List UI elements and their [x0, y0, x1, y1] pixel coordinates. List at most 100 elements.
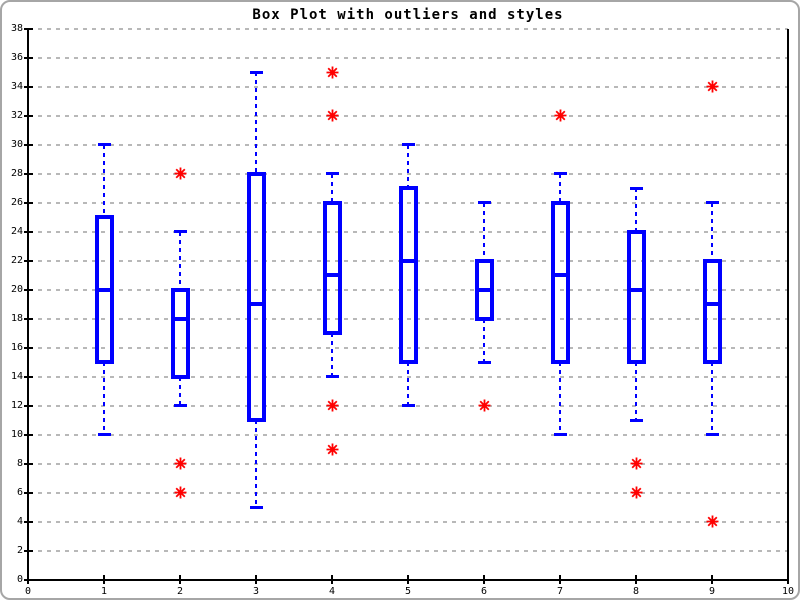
whisker-lower — [559, 362, 561, 435]
y-gridline — [29, 85, 788, 88]
box-iqr — [626, 229, 646, 365]
y-gridline — [29, 549, 788, 552]
whisker-cap-lower — [401, 404, 415, 408]
whisker-upper — [635, 188, 637, 232]
y-gridline — [29, 114, 788, 117]
x-axis-tick-label: 7 — [556, 585, 564, 597]
whisker-upper — [407, 144, 409, 189]
whisker-lower — [711, 362, 713, 435]
median-line — [702, 302, 722, 307]
x-axis-tick-label: 9 — [708, 585, 716, 597]
median-line — [626, 287, 646, 292]
outlier-star-icon — [706, 80, 719, 93]
outlier-star-icon — [478, 399, 491, 412]
y-gridline — [29, 317, 788, 320]
whisker-lower — [483, 318, 485, 363]
x-axis-tick-label: 6 — [480, 585, 488, 597]
outlier-star-icon — [630, 457, 643, 470]
x-axis-tick-label: 10 — [781, 585, 795, 597]
y-axis-tick-label: 36 — [10, 51, 23, 63]
y-axis-tick-label: 24 — [10, 225, 23, 237]
whisker-cap-upper — [325, 172, 339, 176]
plot-right-border — [787, 29, 789, 581]
outlier-star-icon — [174, 486, 187, 499]
whisker-upper — [711, 202, 713, 261]
y-gridline — [29, 462, 788, 465]
outlier-star-icon — [174, 167, 187, 180]
whisker-lower — [407, 362, 409, 406]
outlier-star-icon — [326, 66, 339, 79]
whisker-cap-lower — [325, 375, 339, 379]
y-axis-tick-label: 12 — [10, 399, 23, 411]
outlier-star-icon — [554, 109, 567, 122]
y-gridline — [29, 491, 788, 494]
whisker-upper — [559, 173, 561, 203]
outlier-star-icon — [326, 443, 339, 456]
x-axis-tick-label: 8 — [632, 585, 640, 597]
y-axis-tick-label: 14 — [10, 370, 23, 382]
y-gridline — [29, 230, 788, 233]
whisker-cap-lower — [97, 433, 111, 437]
whisker-cap-upper — [553, 172, 567, 176]
median-line — [322, 273, 342, 278]
whisker-lower — [635, 362, 637, 421]
box-iqr — [170, 287, 190, 379]
y-axis-tick-label: 16 — [10, 341, 23, 353]
whisker-lower — [103, 362, 105, 435]
outlier-star-icon — [174, 457, 187, 470]
median-line — [246, 302, 266, 307]
box-iqr — [702, 258, 722, 365]
x-axis-tick-label: 0 — [24, 585, 32, 597]
median-line — [398, 258, 418, 263]
whisker-upper — [483, 202, 485, 261]
box-iqr — [246, 171, 266, 423]
y-axis-tick-label: 28 — [10, 167, 23, 179]
whisker-cap-upper — [629, 186, 643, 190]
y-gridline — [29, 433, 788, 436]
outlier-star-icon — [326, 109, 339, 122]
y-axis-tick-label: 4 — [16, 515, 23, 527]
whisker-cap-lower — [249, 505, 263, 509]
whisker-upper — [255, 72, 257, 174]
box-iqr — [550, 200, 570, 365]
y-gridline — [29, 520, 788, 523]
y-axis-tick-label: 0 — [16, 573, 23, 585]
median-line — [170, 316, 190, 321]
y-axis-tick-label: 22 — [10, 254, 23, 266]
whisker-cap-lower — [705, 433, 719, 437]
y-axis-line — [27, 29, 29, 581]
y-axis-tick-label: 34 — [10, 80, 23, 92]
y-axis-tick-label: 20 — [10, 283, 23, 295]
whisker-lower — [255, 420, 257, 508]
y-gridline — [29, 56, 788, 59]
outlier-star-icon — [630, 486, 643, 499]
whisker-upper — [179, 231, 181, 290]
x-axis-tick-label: 5 — [404, 585, 412, 597]
whisker-lower — [179, 376, 181, 406]
chart-title: Box Plot with outliers and styles — [252, 7, 564, 23]
y-gridline — [29, 28, 788, 30]
whisker-cap-lower — [629, 418, 643, 422]
whisker-cap-upper — [97, 143, 111, 147]
y-axis-tick-label: 30 — [10, 138, 23, 150]
outlier-star-icon — [706, 515, 719, 528]
x-axis-tick-label: 4 — [328, 585, 336, 597]
whisker-cap-upper — [249, 70, 263, 74]
whisker-upper — [331, 173, 333, 203]
median-line — [550, 273, 570, 278]
y-axis-tick-label: 2 — [16, 544, 23, 556]
whisker-cap-lower — [173, 404, 187, 408]
outlier-star-icon — [326, 399, 339, 412]
y-axis-tick-label: 6 — [16, 486, 23, 498]
whisker-cap-lower — [477, 360, 491, 364]
whisker-upper — [103, 144, 105, 218]
y-axis-tick-label: 32 — [10, 109, 23, 121]
y-axis-tick-label: 26 — [10, 196, 23, 208]
x-axis-tick-label: 2 — [176, 585, 184, 597]
whisker-lower — [331, 333, 333, 377]
x-axis-line — [27, 578, 789, 581]
box-iqr — [322, 200, 342, 336]
whisker-cap-upper — [401, 143, 415, 147]
median-line — [474, 287, 494, 292]
